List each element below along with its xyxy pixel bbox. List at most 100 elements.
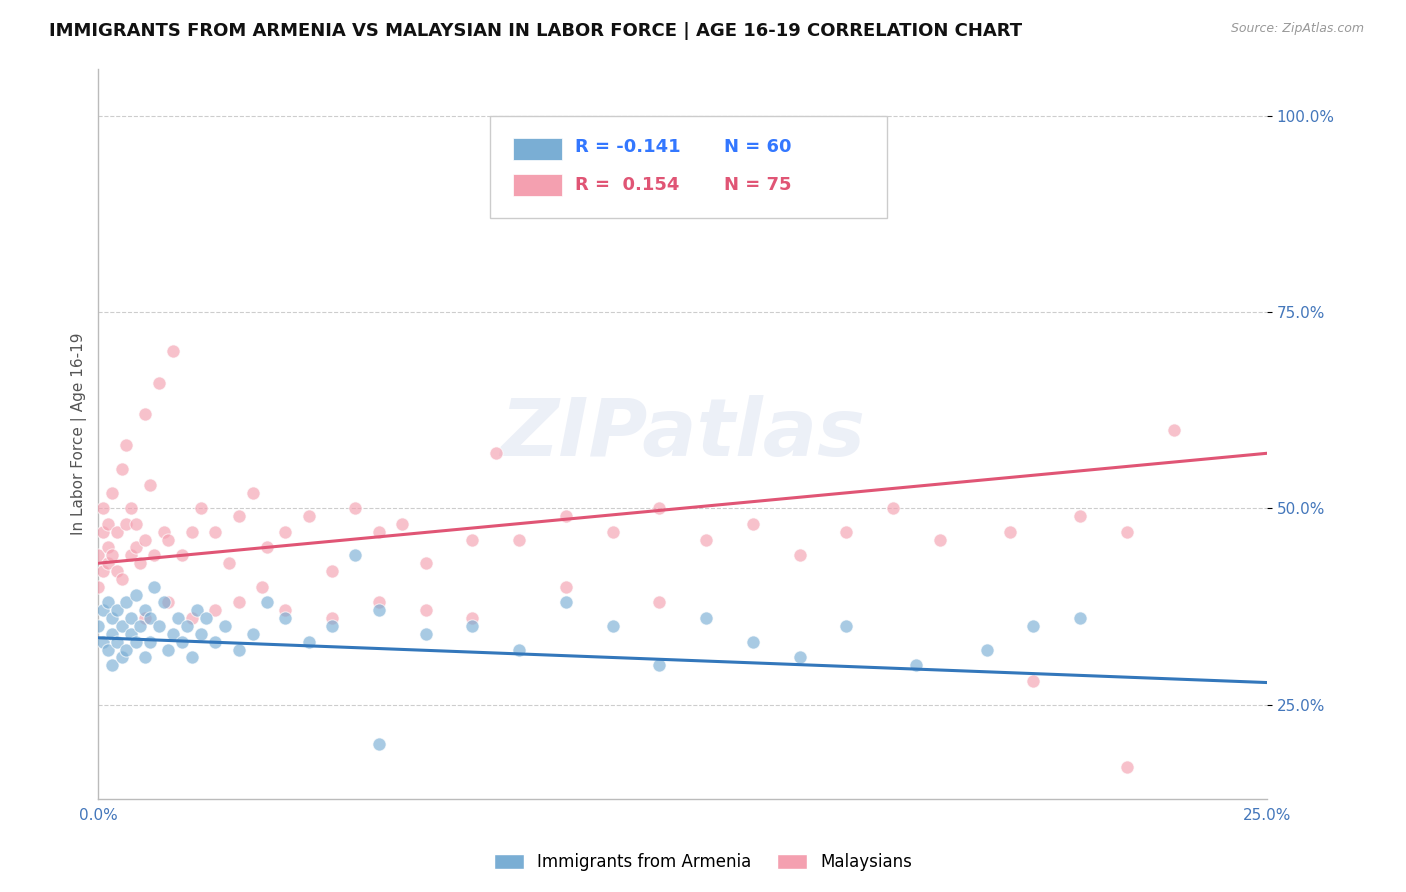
Point bbox=[367, 737, 389, 751]
Point bbox=[139, 634, 162, 648]
Text: R =  0.154: R = 0.154 bbox=[575, 177, 679, 194]
Point bbox=[162, 627, 184, 641]
Point bbox=[274, 611, 297, 625]
Point bbox=[97, 556, 120, 570]
Point bbox=[976, 642, 998, 657]
Text: IMMIGRANTS FROM ARMENIA VS MALAYSIAN IN LABOR FORCE | AGE 16-19 CORRELATION CHAR: IMMIGRANTS FROM ARMENIA VS MALAYSIAN IN … bbox=[49, 22, 1022, 40]
Point bbox=[97, 642, 120, 657]
Point bbox=[508, 642, 530, 657]
Point bbox=[91, 603, 114, 617]
FancyBboxPatch shape bbox=[489, 116, 887, 219]
Point bbox=[120, 501, 142, 516]
Point bbox=[256, 595, 278, 609]
Point bbox=[139, 477, 162, 491]
Point bbox=[180, 524, 202, 539]
Text: ZIPatlas: ZIPatlas bbox=[501, 394, 865, 473]
Point bbox=[172, 634, 194, 648]
Point bbox=[105, 634, 128, 648]
Point bbox=[120, 549, 142, 563]
Point bbox=[1115, 760, 1137, 774]
Point bbox=[741, 516, 763, 531]
Point bbox=[367, 603, 389, 617]
Point bbox=[134, 650, 156, 665]
Point bbox=[180, 650, 202, 665]
Text: N = 75: N = 75 bbox=[724, 177, 792, 194]
Point bbox=[101, 658, 124, 673]
Point bbox=[194, 611, 217, 625]
Text: Source: ZipAtlas.com: Source: ZipAtlas.com bbox=[1230, 22, 1364, 36]
Point bbox=[554, 595, 576, 609]
Point bbox=[87, 619, 110, 633]
Point bbox=[998, 524, 1021, 539]
Point bbox=[101, 611, 124, 625]
Point bbox=[905, 658, 928, 673]
Point bbox=[105, 524, 128, 539]
Point bbox=[125, 541, 148, 555]
Point bbox=[166, 611, 188, 625]
Point bbox=[180, 611, 202, 625]
Point bbox=[101, 485, 124, 500]
Point bbox=[157, 642, 180, 657]
Point bbox=[186, 603, 208, 617]
Point bbox=[1069, 509, 1091, 524]
Point bbox=[928, 533, 950, 547]
Point bbox=[105, 564, 128, 578]
Point bbox=[111, 462, 134, 476]
Point bbox=[1163, 423, 1185, 437]
Point bbox=[162, 344, 184, 359]
Point bbox=[554, 580, 576, 594]
Point bbox=[242, 627, 264, 641]
Point bbox=[1022, 619, 1045, 633]
Point bbox=[125, 588, 148, 602]
Point bbox=[461, 619, 484, 633]
Point bbox=[129, 556, 152, 570]
Point bbox=[120, 611, 142, 625]
Point bbox=[91, 524, 114, 539]
Point bbox=[695, 611, 717, 625]
Text: R = -0.141: R = -0.141 bbox=[575, 138, 681, 156]
Point bbox=[97, 541, 120, 555]
Point bbox=[190, 627, 212, 641]
Point bbox=[152, 595, 174, 609]
Point bbox=[508, 533, 530, 547]
Point bbox=[91, 564, 114, 578]
Point bbox=[242, 485, 264, 500]
Point bbox=[115, 438, 138, 452]
Point bbox=[115, 642, 138, 657]
Point bbox=[97, 595, 120, 609]
Point bbox=[91, 634, 114, 648]
FancyBboxPatch shape bbox=[513, 138, 562, 160]
Point bbox=[101, 549, 124, 563]
Point bbox=[274, 524, 297, 539]
Point bbox=[835, 524, 858, 539]
Point bbox=[1022, 673, 1045, 688]
Point bbox=[882, 501, 904, 516]
Point bbox=[105, 603, 128, 617]
Point bbox=[134, 603, 156, 617]
Point bbox=[228, 595, 250, 609]
Point bbox=[461, 533, 484, 547]
Point bbox=[648, 501, 671, 516]
Point bbox=[415, 627, 437, 641]
Point bbox=[321, 564, 343, 578]
Point bbox=[741, 634, 763, 648]
Point bbox=[120, 627, 142, 641]
Point bbox=[157, 533, 180, 547]
Point bbox=[228, 509, 250, 524]
Point bbox=[115, 516, 138, 531]
Point bbox=[321, 611, 343, 625]
Point bbox=[190, 501, 212, 516]
Point bbox=[129, 619, 152, 633]
Point bbox=[87, 580, 110, 594]
Point bbox=[87, 549, 110, 563]
Point bbox=[695, 533, 717, 547]
Point bbox=[172, 549, 194, 563]
Point bbox=[391, 516, 413, 531]
Point bbox=[111, 619, 134, 633]
Point bbox=[256, 541, 278, 555]
Point bbox=[367, 595, 389, 609]
Y-axis label: In Labor Force | Age 16-19: In Labor Force | Age 16-19 bbox=[72, 333, 87, 535]
Point bbox=[134, 611, 156, 625]
Point bbox=[91, 501, 114, 516]
Legend: Immigrants from Armenia, Malaysians: Immigrants from Armenia, Malaysians bbox=[485, 845, 921, 880]
